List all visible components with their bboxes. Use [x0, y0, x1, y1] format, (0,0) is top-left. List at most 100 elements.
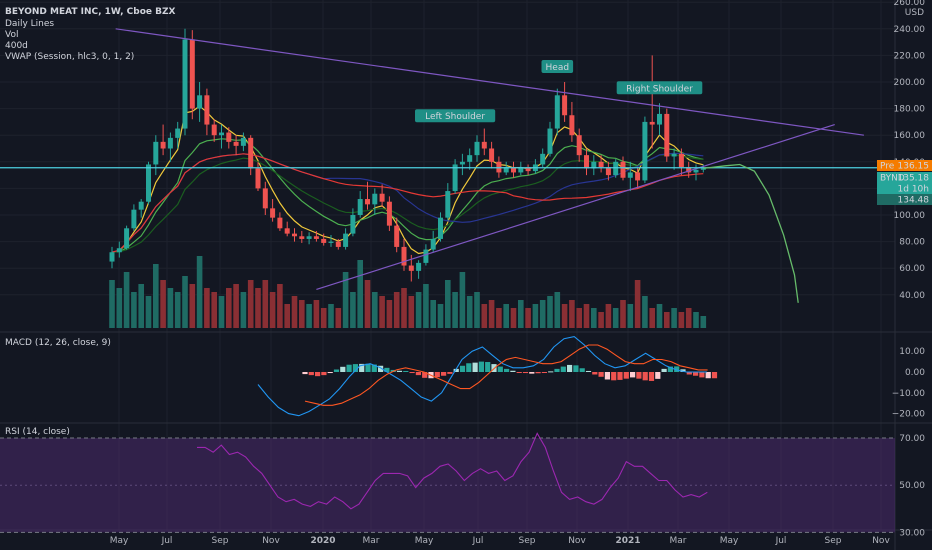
candle-body [401, 246, 407, 266]
volume-bar [547, 296, 553, 328]
candle-body [299, 236, 305, 239]
macd-histogram-bar [302, 372, 308, 375]
volume-bar [532, 304, 539, 328]
candle-body [423, 249, 429, 263]
volume-bar [320, 308, 327, 328]
volume-bar [591, 308, 597, 328]
volume-bar [372, 292, 378, 328]
macd-histogram-bar [434, 372, 440, 378]
candle-body [219, 132, 224, 136]
volume-bar [634, 280, 641, 328]
candle-body [146, 164, 151, 202]
x-tick-label: Nov [872, 536, 890, 546]
candle-body [554, 95, 560, 129]
candle-body [452, 164, 458, 192]
price-tick-label: 260.00 [894, 0, 926, 8]
x-tick-label: Nov [262, 536, 280, 546]
volume-bar [342, 272, 349, 328]
price-badge-name: Pre [880, 162, 895, 172]
candle-body [131, 209, 137, 229]
volume-bar [671, 308, 677, 328]
trendline-lower [316, 123, 835, 291]
candle-body [116, 248, 122, 253]
macd-histogram-bar [598, 372, 604, 377]
volume-bar [693, 312, 699, 328]
candle-body [226, 132, 232, 142]
volume-bar [598, 312, 604, 328]
volume-bar [182, 276, 188, 328]
macd-histogram-bar [617, 372, 623, 380]
candle-body [445, 191, 451, 218]
price-tick-label: 180.00 [894, 105, 926, 115]
price-badge [877, 183, 932, 194]
candle-body [211, 124, 217, 136]
macd-histogram-bar [485, 362, 491, 372]
candle-body [474, 141, 480, 156]
macd-histogram-bar [459, 365, 466, 372]
volume-bar [269, 292, 276, 328]
price-tick-label: 220.00 [894, 51, 926, 61]
candle-body [372, 193, 378, 205]
candle-body [627, 172, 633, 178]
macd-histogram-bar [655, 372, 661, 379]
macd-histogram-bar [396, 370, 403, 372]
candle-body [686, 167, 692, 173]
price-tick-label: 100.00 [894, 211, 926, 221]
macd-histogram-bar [403, 370, 409, 372]
annotation-box [616, 81, 703, 95]
volume-bar [488, 300, 495, 328]
macd-histogram-bar [541, 372, 547, 373]
macd-histogram-bar [359, 363, 365, 372]
macd-signal-line [304, 344, 708, 406]
candle-body [277, 217, 283, 229]
price-badge [877, 160, 932, 171]
x-tick-label: May [110, 536, 129, 546]
volume-bar [474, 292, 480, 328]
candle-body [489, 148, 495, 162]
candle-body [576, 135, 582, 156]
volume-bar [664, 312, 670, 328]
volume-bar [291, 296, 298, 328]
volume-bar [561, 304, 568, 328]
macd-histogram-bar [516, 372, 522, 373]
macd-histogram-bar [693, 372, 699, 376]
macd-histogram-bar [585, 370, 592, 372]
candle-body [693, 169, 699, 173]
candle-body [248, 137, 254, 169]
candle-body [197, 95, 203, 109]
volume-bar [401, 288, 407, 328]
candle-body [584, 155, 589, 169]
x-tick-label: Mar [363, 536, 380, 546]
x-tick-label: Jul [775, 536, 787, 546]
macd-histogram-bar [384, 367, 390, 372]
macd-tick-label: 10.00 [899, 347, 925, 357]
volume-bar [189, 284, 196, 328]
macd-histogram-bar [699, 372, 705, 378]
macd-tick-label: −10.00 [892, 389, 926, 399]
macd-histogram-bar [415, 372, 421, 376]
macd-histogram-bar [497, 366, 503, 372]
macd-tick-label: −20.00 [892, 410, 926, 420]
annotation-label: Head [546, 63, 570, 73]
candle-body [408, 265, 414, 271]
volume-bar [642, 296, 648, 328]
candle-body [635, 172, 641, 181]
volume-bar [408, 296, 415, 328]
volume-bar [525, 308, 531, 328]
macd-histogram-bar [422, 372, 428, 378]
volume-bar [218, 296, 225, 328]
candle-body [138, 201, 144, 210]
ema-fast-line [111, 105, 704, 255]
volume-bar [539, 300, 546, 328]
macd-histogram-bar [447, 372, 453, 374]
macd-histogram-bar [371, 364, 377, 372]
macd-histogram-bar [365, 363, 371, 372]
price-badge [877, 194, 932, 205]
volume-bar [247, 280, 254, 328]
volume-bar [415, 292, 422, 328]
volume-bar [277, 284, 283, 328]
volume-bar [379, 296, 385, 328]
candle-body [467, 155, 473, 162]
volume-bar [496, 308, 502, 328]
